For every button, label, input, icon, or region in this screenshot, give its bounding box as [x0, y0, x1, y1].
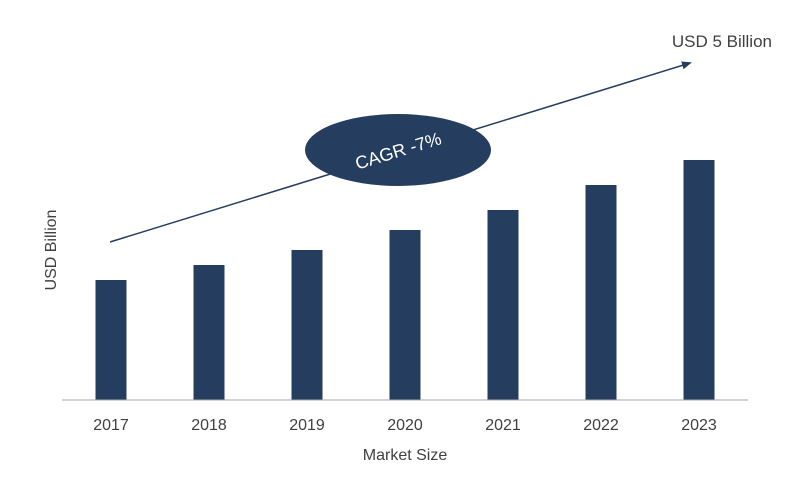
cagr-ellipse	[305, 114, 491, 186]
bar-2018	[193, 265, 225, 400]
end-value-label: USD 5 Billion	[672, 32, 772, 51]
bar-2021	[487, 210, 519, 400]
x-tick-label-2019: 2019	[289, 417, 325, 434]
x-tick-label-2021: 2021	[485, 417, 521, 434]
x-tick-labels: 2017 2018 2019 2020 2021 2022 2023	[93, 417, 717, 434]
x-tick-label-2018: 2018	[191, 417, 227, 434]
bar-2020	[389, 230, 421, 400]
bar-2017	[95, 280, 127, 400]
y-axis-title: USD Billion	[43, 210, 60, 291]
bar-2022	[585, 185, 617, 400]
bars-group	[95, 160, 715, 400]
x-tick-label-2017: 2017	[93, 417, 129, 434]
x-tick-label-2020: 2020	[387, 417, 423, 434]
bar-2019	[291, 250, 323, 400]
bar-2023	[683, 160, 715, 400]
x-tick-label-2023: 2023	[681, 417, 717, 434]
x-axis-title: Market Size	[363, 447, 448, 464]
x-tick-label-2022: 2022	[583, 417, 619, 434]
